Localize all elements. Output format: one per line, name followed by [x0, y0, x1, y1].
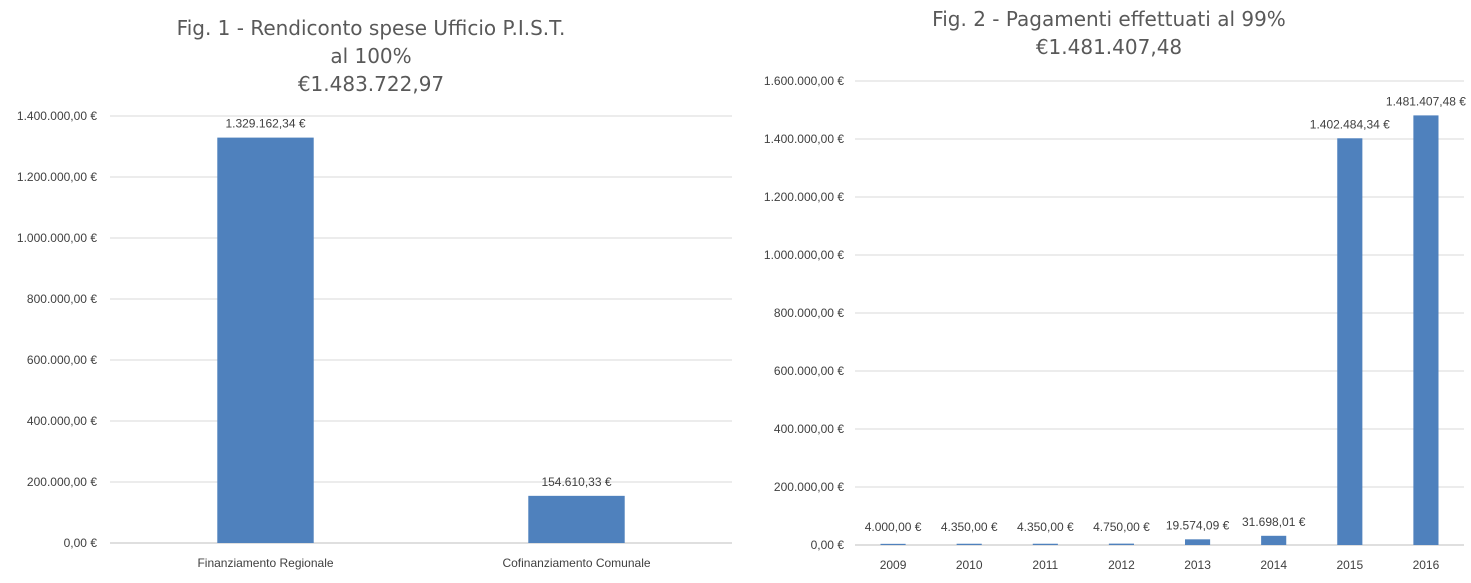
- y-tick-label: 800.000,00 €: [27, 292, 97, 306]
- bar-2012: [1108, 543, 1134, 545]
- bar-finanziamento-regionale: [217, 137, 314, 544]
- bar-2014: [1261, 535, 1287, 545]
- x-tick-label: 2009: [880, 558, 907, 572]
- chart-title-line-1: Fig. 2 - Pagamenti effettuati al 99%: [932, 7, 1286, 31]
- x-tick-label: 2011: [1032, 558, 1058, 572]
- y-tick-label: 200.000,00 €: [774, 480, 844, 494]
- bar-2015: [1337, 138, 1363, 545]
- x-tick-label: 2012: [1108, 558, 1135, 572]
- y-tick-label: 1.400.000,00 €: [17, 109, 97, 123]
- y-tick-label: 400.000,00 €: [774, 422, 844, 436]
- data-label: 4.350,00 €: [941, 520, 998, 534]
- x-tick-label: 2013: [1184, 558, 1211, 572]
- data-label: 1.402.484,34 €: [1310, 117, 1390, 131]
- data-label: 31.698,01 €: [1242, 515, 1306, 529]
- chart-title-line-2: al 100%: [330, 44, 411, 68]
- y-tick-label: 200.000,00 €: [27, 475, 97, 489]
- y-tick-label: 1.000.000,00 €: [17, 231, 97, 245]
- bar-2016: [1413, 115, 1439, 545]
- y-tick-label: 1.400.000,00 €: [764, 132, 844, 146]
- bar-2010: [956, 543, 982, 545]
- x-tick-label: 2015: [1336, 558, 1363, 572]
- chart-fig-2: Fig. 2 - Pagamenti effettuati al 99% €1.4…: [764, 7, 1466, 572]
- bar-cofinanziamento-comunale: [528, 495, 625, 543]
- chart-fig-1: Fig. 1 - Rendiconto spese Ufficio P.I.S.…: [17, 16, 732, 570]
- bar-2009: [880, 543, 906, 545]
- y-tick-label: 600.000,00 €: [27, 353, 97, 367]
- bar-2013: [1185, 539, 1211, 545]
- y-tick-label: 1.200.000,00 €: [764, 190, 844, 204]
- x-tick-label: 2014: [1260, 558, 1287, 572]
- data-label: 4.350,00 €: [1017, 520, 1074, 534]
- data-label: 19.574,09 €: [1166, 518, 1230, 532]
- y-tick-label: 600.000,00 €: [774, 364, 844, 378]
- chart-title-line-1: Fig. 1 - Rendiconto spese Ufficio P.I.S.…: [177, 16, 566, 40]
- data-label: 1.481.407,48 €: [1386, 94, 1466, 108]
- y-tick-label: 800.000,00 €: [774, 306, 844, 320]
- y-tick-label: 1.000.000,00 €: [764, 248, 844, 262]
- y-tick-label: 400.000,00 €: [27, 414, 97, 428]
- y-tick-label: 0,00 €: [811, 538, 845, 552]
- data-label: 4.750,00 €: [1093, 520, 1150, 534]
- x-tick-label: 2010: [956, 558, 983, 572]
- x-tick-label: Cofinanziamento Comunale: [502, 556, 650, 570]
- chart-title-line-2: €1.481.407,48: [1036, 35, 1182, 59]
- y-tick-label: 1.200.000,00 €: [17, 170, 97, 184]
- data-label: 1.329.162,34 €: [225, 117, 305, 131]
- x-tick-label: 2016: [1413, 558, 1440, 572]
- x-tick-label: Finanziamento Regionale: [197, 556, 333, 570]
- chart-title-line-3: €1.483.722,97: [298, 72, 444, 96]
- data-label: 154.610,33 €: [541, 475, 611, 489]
- y-tick-label: 1.600.000,00 €: [764, 74, 844, 88]
- bar-2011: [1032, 543, 1058, 545]
- data-label: 4.000,00 €: [865, 520, 922, 534]
- y-tick-label: 0,00 €: [64, 536, 98, 550]
